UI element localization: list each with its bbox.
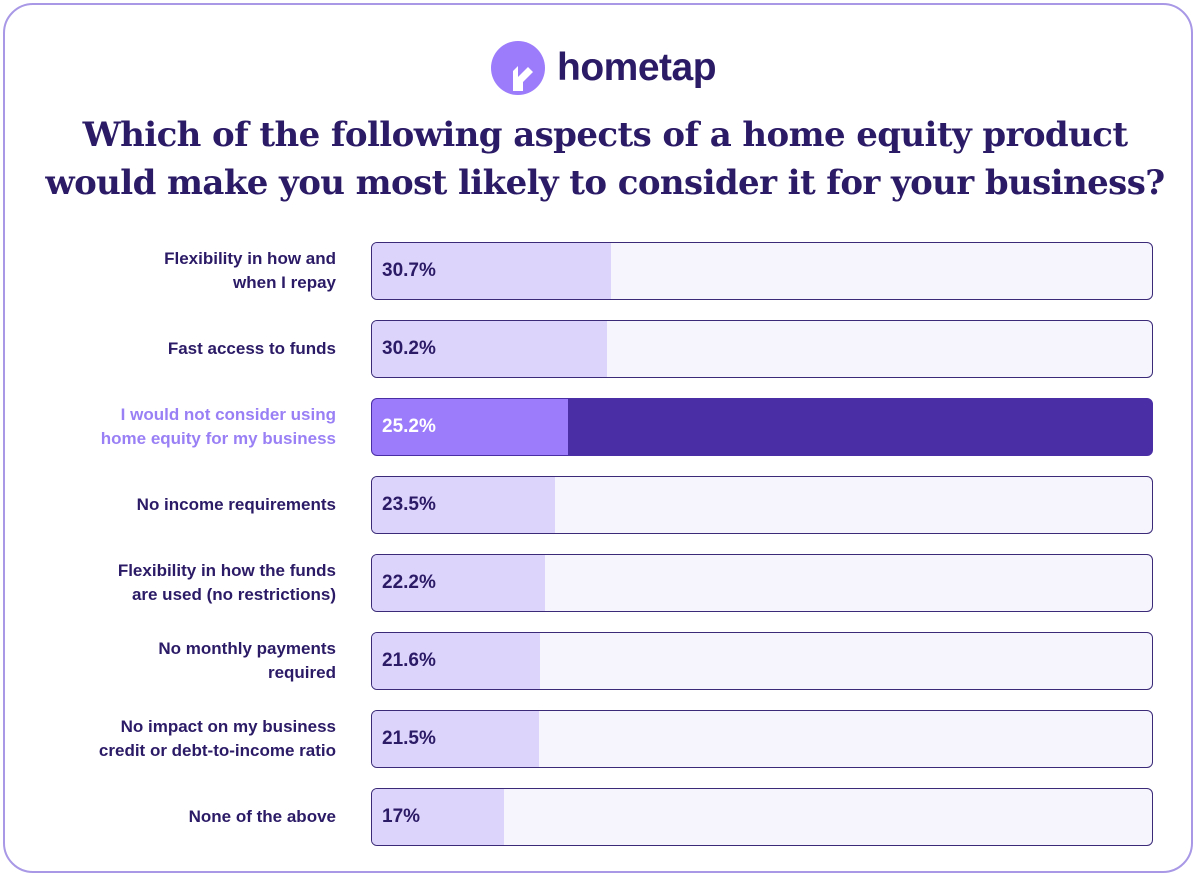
chart-title: Which of the following aspects of a home…: [25, 111, 1185, 207]
category-label: I would not consider using home equity fo…: [25, 398, 336, 456]
bar-track: 30.7%: [371, 242, 1153, 300]
category-label: No income requirements: [25, 476, 336, 534]
bar-track: 25.2%: [371, 398, 1153, 456]
bar-row: No income requirements 23.5%: [5, 476, 1200, 534]
bar-track: 21.6%: [371, 632, 1153, 690]
bar-row: None of the above 17%: [5, 788, 1200, 846]
category-label-text: I would not consider using home equity fo…: [101, 403, 336, 451]
bar-row: No monthly payments required 21.6%: [5, 632, 1200, 690]
bar-row: I would not consider using home equity fo…: [5, 398, 1200, 456]
category-label-line: None of the above: [188, 807, 336, 826]
category-label: No monthly payments required: [25, 632, 336, 690]
bar-row: Flexibility in how and when I repay 30.7%: [5, 242, 1200, 300]
brand-name: hometap: [557, 46, 717, 89]
category-label-line: No impact on my business: [120, 717, 336, 736]
category-label-line: Fast access to funds: [167, 339, 336, 358]
bar: [372, 555, 545, 611]
bar-row: No impact on my business credit or debt-t…: [5, 710, 1200, 768]
bar-track: 22.2%: [371, 554, 1153, 612]
category-label: None of the above: [25, 788, 336, 846]
bar-row: Fast access to funds 30.2%: [5, 320, 1200, 378]
category-label: No impact on my business credit or debt-t…: [25, 710, 336, 768]
category-label: Fast access to funds: [25, 320, 336, 378]
category-label-line: required: [267, 663, 336, 682]
value-label: 22.2%: [382, 572, 436, 593]
bar-row: Flexibility in how the funds are used (no…: [5, 554, 1200, 612]
value-label: 23.5%: [382, 494, 436, 515]
category-label-line: Flexibility in how the funds: [117, 561, 336, 580]
chart-card: hometap Which of the following aspects o…: [3, 3, 1193, 873]
category-label-text: No income requirements: [137, 493, 336, 517]
bar: [372, 789, 505, 845]
category-label-text: No monthly payments required: [158, 637, 336, 685]
brand-logo: hometap: [491, 41, 717, 95]
bar: [372, 477, 556, 533]
bar-track: 21.5%: [371, 710, 1153, 768]
category-label-text: Flexibility in how the funds are used (no…: [118, 559, 336, 607]
category-label-line: credit or debt-to-income ratio: [98, 741, 336, 760]
category-label-line: I would not consider using: [120, 405, 336, 424]
value-label: 30.2%: [382, 338, 436, 359]
category-label-line: Flexibility in how and: [164, 249, 336, 268]
bar: [372, 399, 569, 455]
value-label: 21.5%: [382, 728, 436, 749]
hometap-house-icon: [491, 41, 545, 95]
bar-track: 30.2%: [371, 320, 1153, 378]
bar: [372, 321, 608, 377]
chart-title-line: would make you most likely to consider i…: [45, 163, 1165, 203]
value-label: 30.7%: [382, 260, 436, 281]
bar-track: 17%: [371, 788, 1153, 846]
category-label-text: No impact on my business credit or debt-t…: [99, 715, 336, 763]
category-label-line: are used (no restrictions): [131, 585, 336, 604]
category-label: Flexibility in how the funds are used (no…: [25, 554, 336, 612]
category-label-line: home equity for my business: [100, 429, 336, 448]
bar: [372, 243, 612, 299]
value-label: 25.2%: [382, 416, 436, 437]
category-label-line: No income requirements: [136, 495, 336, 514]
category-label-line: No monthly payments: [158, 639, 336, 658]
bar-track: 23.5%: [371, 476, 1153, 534]
category-label-text: Fast access to funds: [168, 337, 336, 361]
bar: [372, 711, 540, 767]
value-label: 17%: [382, 806, 421, 827]
chart-title-line: Which of the following aspects of a home…: [82, 115, 1128, 155]
value-label: 21.6%: [382, 650, 436, 671]
category-label-text: Flexibility in how and when I repay: [164, 247, 336, 295]
bar: [372, 633, 541, 689]
category-label: Flexibility in how and when I repay: [25, 242, 336, 300]
category-label-text: None of the above: [189, 805, 336, 829]
category-label-line: when I repay: [233, 273, 336, 292]
